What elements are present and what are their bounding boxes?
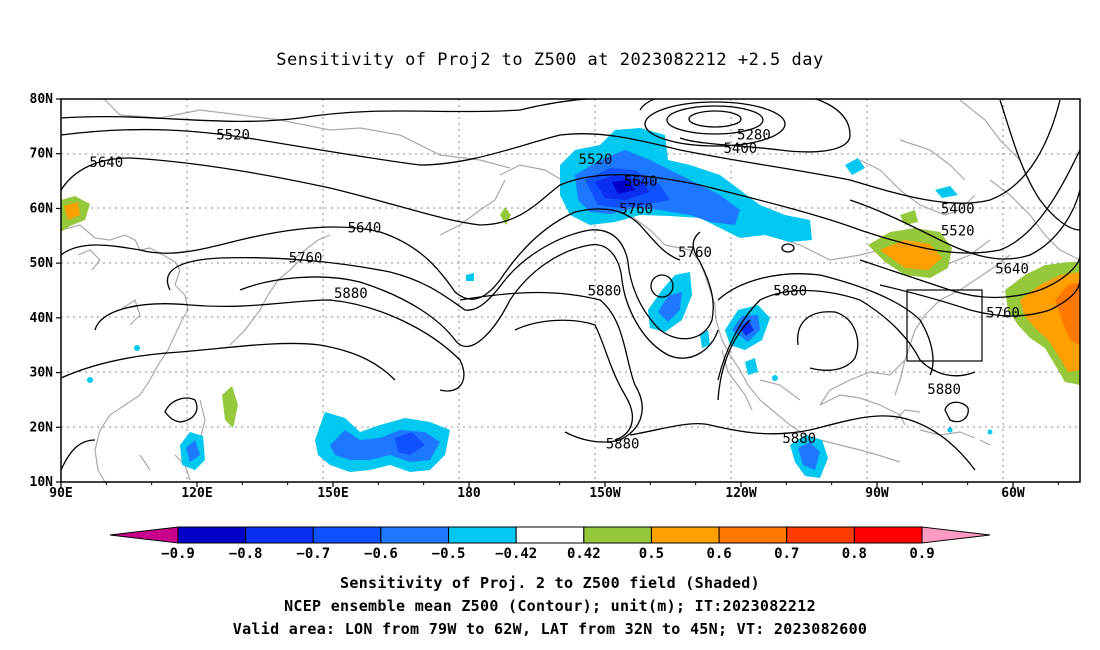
colorbar-swatch [312, 526, 382, 544]
coastlines [61, 99, 1080, 482]
colorbar-label: 0.8 [842, 546, 867, 562]
negative-region [700, 330, 710, 348]
map-frame [60, 98, 1081, 483]
colorbar-label: −0.7 [296, 546, 330, 562]
colorbar-arrow-low [109, 526, 179, 544]
negative-region [772, 375, 778, 381]
colorbar-swatch [448, 526, 517, 544]
colorbar-label: 0.5 [639, 546, 664, 562]
negative-region [87, 377, 93, 383]
negative-region [134, 345, 140, 351]
lon-tick-label: 120W [725, 486, 756, 501]
lon-tick-label: 180 [457, 486, 481, 501]
negative-region [987, 429, 993, 435]
colorbar-swatch [583, 526, 652, 544]
z500-contours [61, 99, 1080, 471]
positive-region [1055, 282, 1080, 345]
colorbar-arrow-high [921, 526, 991, 544]
positive-region [880, 240, 942, 270]
footer-valid-area-caption: Valid area: LON from 79W to 62W, LAT fro… [232, 620, 868, 638]
lon-tick-label: 90W [865, 486, 889, 501]
positive-region [64, 202, 80, 220]
colorbar-swatch [380, 526, 450, 544]
colorbar-swatch [718, 526, 788, 544]
negative-region [845, 158, 865, 175]
contour-label: 5760 [986, 305, 1020, 321]
colorbar-swatch [177, 526, 247, 544]
colorbar: −0.9 −0.8 −0.7 −0.6 −0.5 −0.42 0.42 0.5 0.6 0.7 0.… [109, 526, 991, 562]
negative-region [186, 440, 200, 462]
lat-tick-label: 80N [30, 92, 54, 107]
lon-tick-label: 120E [181, 486, 212, 501]
contour-label: 5640 [89, 155, 123, 171]
contour-label: 5640 [624, 174, 658, 190]
contour-label: 5760 [289, 251, 323, 267]
lon-tick-label: 150W [589, 486, 620, 501]
colorbar-swatch [650, 526, 720, 544]
lat-tick-label: 40N [30, 311, 54, 326]
negative-region [935, 186, 958, 198]
contour-label: 5280 [737, 128, 771, 144]
colorbar-label: 0.9 [909, 546, 934, 562]
negative-region [658, 292, 682, 322]
contour-label: 5880 [782, 431, 816, 447]
colorbar-swatch [786, 526, 855, 544]
colorbar-label: −0.6 [364, 546, 398, 562]
colorbar-label: 0.7 [774, 546, 799, 562]
footer-shaded-caption: Sensitivity of Proj. 2 to Z500 field (Sh… [340, 574, 760, 592]
positive-region [222, 386, 238, 428]
contour-label: 5640 [348, 221, 382, 237]
contour-label: 5640 [995, 262, 1029, 278]
contour-label: 5520 [579, 152, 613, 168]
contour-label: 5400 [723, 141, 757, 157]
colorbar-swatch [245, 526, 314, 544]
lon-tick-label: 60W [1001, 486, 1025, 501]
contour-label: 5880 [334, 286, 368, 302]
contour-label: 5760 [678, 245, 712, 261]
negative-region [947, 427, 953, 433]
colorbar-label: −0.42 [495, 546, 537, 562]
colorbar-label: 0.6 [706, 546, 731, 562]
negative-region [745, 358, 758, 375]
negative-region [466, 273, 474, 281]
contour-label: 5880 [588, 284, 622, 300]
contour-label: 5880 [927, 382, 961, 398]
lat-tick-label: 30N [30, 366, 54, 381]
colorbar-swatch [853, 526, 923, 544]
lon-tick-label: 90E [49, 486, 72, 501]
contour-label: 5400 [941, 201, 975, 217]
negative-region [612, 180, 635, 194]
contour-labels: 5520564056405760588055205280540056405760… [89, 128, 1029, 453]
contour-label: 5880 [606, 437, 640, 453]
lat-tick-label: 20N [30, 420, 54, 435]
contour-label: 5760 [619, 201, 653, 217]
footer-contour-caption: NCEP ensemble mean Z500 (Contour); unit(… [284, 597, 816, 615]
colorbar-label: −0.8 [229, 546, 263, 562]
negative-region [395, 432, 425, 455]
lon-tick-label: 150E [317, 486, 348, 501]
contour-label: 5520 [941, 223, 975, 239]
contour-label: 5880 [773, 284, 807, 300]
colorbar-label: −0.5 [432, 546, 466, 562]
colorbar-label: −0.9 [161, 546, 195, 562]
valid-area-box [906, 289, 983, 362]
colorbar-swatch [515, 526, 585, 544]
lat-tick-label: 60N [30, 201, 54, 216]
lat-tick-label: 10N [30, 475, 54, 490]
negative-region [740, 320, 754, 336]
lat-tick-label: 70N [30, 147, 54, 162]
negative-region [798, 442, 820, 470]
contour-label: 5520 [216, 128, 250, 144]
lat-tick-label: 50N [30, 256, 54, 271]
colorbar-label: 0.42 [567, 546, 601, 562]
map-title: Sensitivity of Proj2 to Z500 at 20230822… [276, 50, 824, 70]
positive-region [900, 210, 918, 225]
